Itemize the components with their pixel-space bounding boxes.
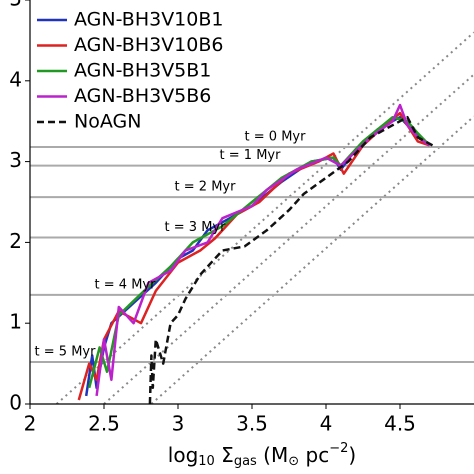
series-line xyxy=(148,115,434,404)
time-label: t = 0 Myr xyxy=(245,130,307,145)
y-tick-label: 1 xyxy=(9,310,22,334)
x-label-part: 10 xyxy=(198,454,215,469)
time-label: t = 2 Myr xyxy=(175,180,237,195)
time-label: t = 3 Myr xyxy=(165,220,227,235)
x-label-part: ) xyxy=(348,443,356,467)
y-tick-label: 5 xyxy=(9,0,22,11)
legend-label: AGN-BH3V5B6 xyxy=(74,85,211,107)
x-label-part: log xyxy=(168,443,199,467)
x-label-part: Σ xyxy=(215,443,234,467)
reference-line xyxy=(103,73,474,404)
x-tick-label: 4.5 xyxy=(384,412,416,436)
reference-line xyxy=(150,115,474,404)
series-line xyxy=(95,103,431,397)
y-tick-label: 0 xyxy=(9,391,22,415)
x-axis-label: log10 Σgas (M⊙ pc−2) xyxy=(168,441,356,469)
x-tick-label: 4 xyxy=(320,412,333,436)
y-tick-label: 4 xyxy=(9,67,22,91)
time-label: t = 4 Myr xyxy=(95,277,157,292)
x-tick-label: 3 xyxy=(172,412,185,436)
x-label-part: ⊙ xyxy=(288,454,299,469)
legend-label: AGN-BH3V10B6 xyxy=(74,34,224,56)
legend-box xyxy=(32,4,202,132)
x-label-part: −2 xyxy=(329,441,348,456)
x-label-part: (M xyxy=(257,443,288,467)
x-tick-label: 2.5 xyxy=(88,412,120,436)
y-tick-label: 3 xyxy=(9,148,22,172)
plot-area xyxy=(30,31,474,404)
x-tick-label: 3.5 xyxy=(236,412,268,436)
legend-label: NoAGN xyxy=(74,111,141,133)
x-label-part: gas xyxy=(234,454,257,469)
time-label: t = 1 Myr xyxy=(220,148,282,163)
x-tick-label: 2 xyxy=(24,412,37,436)
time-label: t = 5 Myr xyxy=(35,344,97,359)
x-label-part: pc xyxy=(299,443,329,467)
legend-label: AGN-BH3V10B1 xyxy=(74,9,224,31)
legend-label: AGN-BH3V5B1 xyxy=(74,60,211,82)
y-tick-label: 2 xyxy=(9,229,22,253)
